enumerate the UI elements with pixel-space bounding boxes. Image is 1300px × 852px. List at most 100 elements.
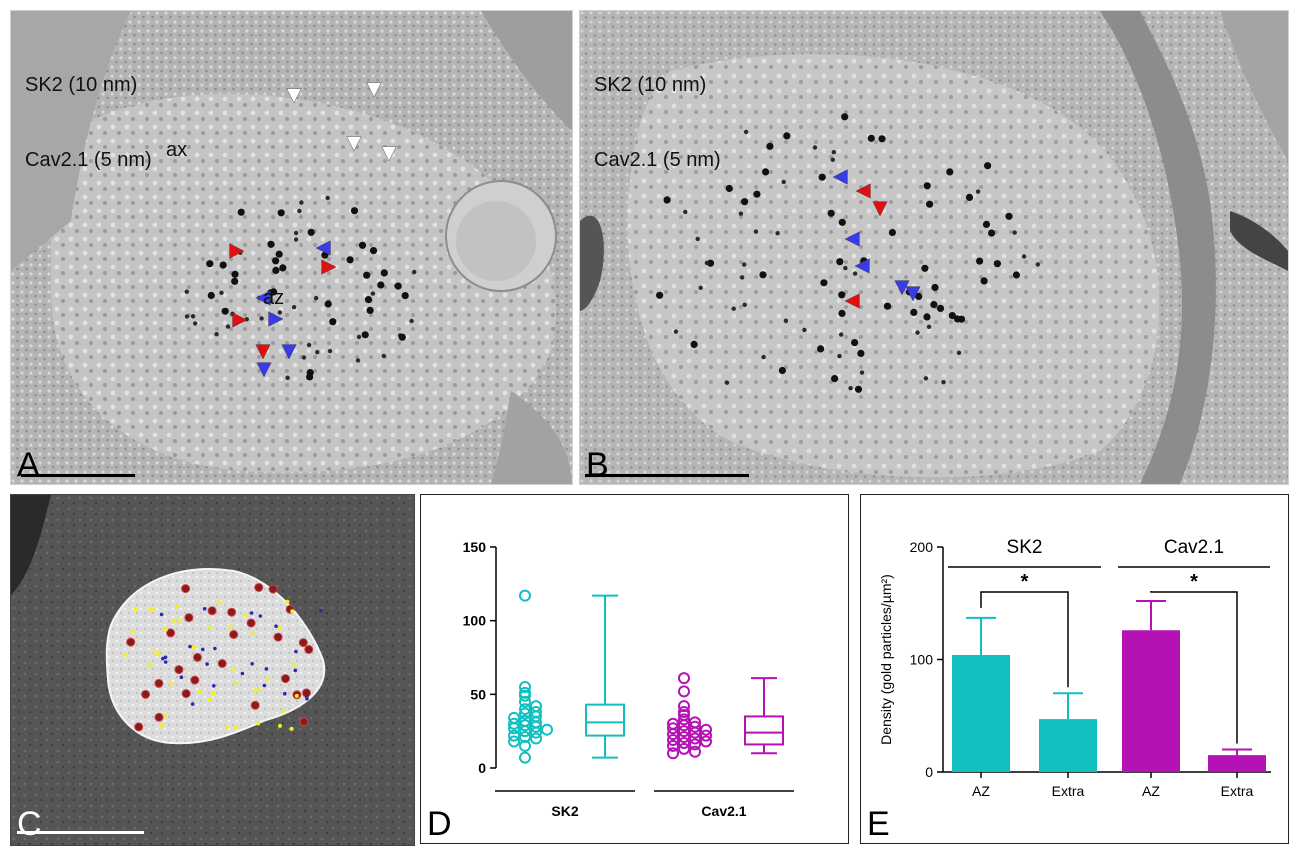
gold-particle-5nm <box>695 236 700 242</box>
red-arrowhead <box>255 344 271 360</box>
marked-particle-blue <box>202 607 207 611</box>
gold-particle-10nm <box>915 292 923 300</box>
significance-bracket <box>980 591 1069 688</box>
panel-c-texture <box>11 495 414 845</box>
marked-particle-yellow <box>294 693 299 698</box>
marked-particle-blue <box>190 702 195 706</box>
gold-particle-5nm <box>356 334 362 340</box>
gold-particle-5nm <box>327 348 333 354</box>
gold-particle-10nm <box>982 220 991 228</box>
gold-particle-5nm <box>214 332 219 337</box>
gold-particle-10nm <box>398 333 406 341</box>
blue-arrowhead <box>255 290 271 306</box>
data-point-sk2 <box>519 751 531 764</box>
marked-particle-red <box>304 645 314 654</box>
gold-particle-10nm <box>778 366 786 375</box>
marked-particle-yellow <box>228 625 233 630</box>
data-point-cav2.1 <box>678 719 690 732</box>
gold-particle-10nm <box>364 296 373 304</box>
gold-particle-5nm <box>781 179 786 185</box>
marked-particle-blue <box>201 647 205 652</box>
gold-particle-5nm <box>297 208 302 214</box>
blue-arrowhead <box>281 344 297 360</box>
gold-particle-5nm <box>299 200 304 205</box>
gold-particle-5nm <box>306 342 312 348</box>
marked-particle-yellow <box>130 629 135 634</box>
data-point-cav2.1 <box>678 731 690 744</box>
gold-particle-10nm <box>883 302 892 310</box>
gold-particle-10nm <box>838 291 846 299</box>
box-iqr <box>744 715 784 746</box>
gold-particle-10nm <box>838 218 846 226</box>
marked-particle-blue <box>163 660 168 664</box>
x-tick-label: AZ <box>972 783 990 799</box>
data-point-sk2 <box>519 707 531 720</box>
panel-d-letter: D <box>427 805 452 843</box>
data-point-cav2.1 <box>678 725 690 738</box>
data-point-cav2.1 <box>678 700 690 713</box>
data-point-sk2 <box>519 689 531 702</box>
gold-particle-10nm <box>923 182 931 190</box>
gold-particle-5nm <box>381 353 386 359</box>
marked-particle-red <box>273 632 283 642</box>
marked-particle-red <box>181 689 191 699</box>
gold-particle-10nm <box>725 184 733 193</box>
gold-particle-10nm <box>237 208 245 216</box>
marked-particle-red <box>181 584 191 594</box>
blue-arrowhead <box>854 258 870 274</box>
gold-particle-5nm <box>831 150 836 155</box>
gold-particle-5nm <box>743 129 749 135</box>
gold-particle-10nm <box>363 271 371 279</box>
marked-particle-yellow <box>160 723 164 728</box>
marked-particle-blue <box>159 612 164 617</box>
blue-arrowhead <box>268 311 284 327</box>
gold-particle-5nm <box>775 231 780 236</box>
gold-particle-5nm <box>783 318 789 323</box>
data-point-sk2 <box>508 729 520 742</box>
marked-particle-red <box>227 607 237 617</box>
gold-particle-10nm <box>993 260 1001 268</box>
marked-particle-yellow <box>211 691 216 696</box>
gold-particle-5nm <box>277 310 282 315</box>
red-arrowhead <box>229 243 245 259</box>
data-point-cav2.1 <box>689 720 701 733</box>
gold-particle-5nm <box>291 305 297 310</box>
panel-b-letter: B <box>586 446 609 484</box>
red-arrowhead <box>232 312 248 328</box>
marked-particle-yellow <box>163 712 168 717</box>
gold-particle-5nm <box>409 318 414 324</box>
arrowheads-a <box>229 82 397 378</box>
gold-particle-10nm <box>753 190 761 198</box>
blue-arrowhead <box>844 231 860 247</box>
gold-particle-5nm <box>975 189 981 194</box>
marked-particle-yellow <box>224 724 229 729</box>
marked-particle-blue <box>258 614 263 618</box>
panel-d-chart: 0 50 100 150 SK2 Cav2.1 D <box>420 494 849 844</box>
marked-particle-red <box>126 637 136 647</box>
gold-particle-5nm <box>731 306 736 311</box>
gold-particle-10nm <box>948 312 956 320</box>
gold-particle-10nm <box>820 279 828 287</box>
y-tick-label: 100 <box>910 652 934 668</box>
bar-sk2-az <box>952 655 1010 772</box>
label-az: az <box>263 287 285 309</box>
marked-particle-yellow <box>281 708 286 713</box>
data-point-sk2 <box>530 726 542 739</box>
gold-particle-5nm <box>315 350 320 355</box>
gold-particle-5nm <box>738 211 744 216</box>
marked-particle-red <box>207 606 217 616</box>
gold-particle-10nm <box>206 260 214 268</box>
gold-particle-10nm <box>831 375 839 383</box>
marked-particle-red <box>154 712 164 722</box>
gold-particle-5nm <box>830 157 835 162</box>
marked-particle-yellow <box>156 652 161 657</box>
marked-particle-red <box>190 675 200 685</box>
panel-a-title-line1: SK2 (10 nm) <box>25 74 138 96</box>
data-point-sk2 <box>519 703 531 716</box>
marked-particle-blue <box>293 668 298 673</box>
data-point-cav2.1 <box>700 729 712 742</box>
gold-particle-10nm <box>841 113 849 121</box>
gold-particle-10nm <box>307 228 315 236</box>
gold-particle-5nm <box>190 314 196 319</box>
marked-particle-yellow <box>230 667 235 671</box>
